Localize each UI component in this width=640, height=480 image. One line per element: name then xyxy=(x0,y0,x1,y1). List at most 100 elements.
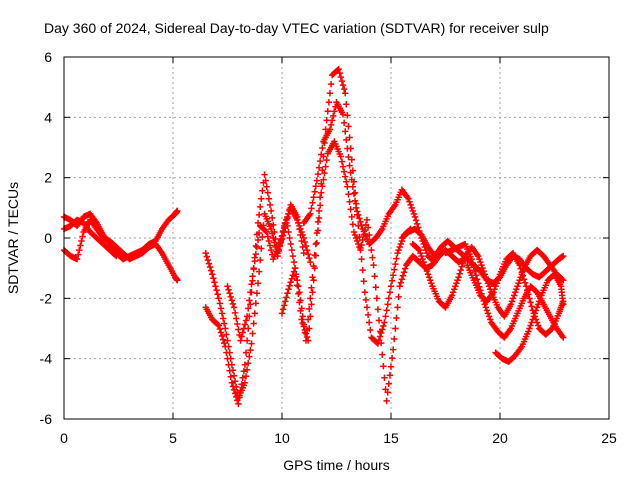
data-point xyxy=(507,301,515,308)
data-point xyxy=(560,252,567,260)
data-point xyxy=(246,353,253,360)
data-point xyxy=(424,271,432,278)
data-point xyxy=(533,319,541,326)
data-point xyxy=(214,291,221,298)
data-point xyxy=(363,304,371,311)
data-point xyxy=(221,320,228,327)
data-point xyxy=(290,268,298,275)
data-point xyxy=(252,250,260,258)
data-point xyxy=(371,273,378,280)
data-point xyxy=(354,237,361,245)
data-point xyxy=(384,301,391,308)
data-point xyxy=(376,328,384,335)
data-point xyxy=(239,374,246,381)
data-point xyxy=(261,171,268,178)
data-point xyxy=(400,268,408,276)
series-arc-5 xyxy=(202,171,307,408)
data-point xyxy=(206,263,214,271)
data-point xyxy=(347,206,354,213)
data-point xyxy=(313,177,321,184)
data-point xyxy=(526,325,533,332)
data-point xyxy=(393,314,400,322)
data-point xyxy=(415,245,422,253)
data-point xyxy=(381,319,388,326)
data-point xyxy=(315,214,323,222)
data-point xyxy=(460,256,468,263)
data-point xyxy=(231,378,239,385)
data-point xyxy=(420,258,427,266)
data-point xyxy=(384,389,391,396)
data-point xyxy=(286,282,293,289)
data-point xyxy=(364,311,372,319)
data-point xyxy=(560,298,567,305)
data-point xyxy=(431,258,438,266)
data-point xyxy=(286,234,293,242)
series-arc-3 xyxy=(60,216,120,260)
data-point xyxy=(475,252,482,260)
data-point xyxy=(238,381,245,388)
data-point xyxy=(423,267,431,275)
data-point xyxy=(320,176,327,183)
data-point xyxy=(348,176,355,183)
data-point xyxy=(425,274,433,281)
data-point xyxy=(237,337,244,344)
data-point xyxy=(416,246,423,254)
data-point xyxy=(346,162,353,169)
data-point xyxy=(257,203,264,211)
data-point xyxy=(393,255,400,262)
data-point xyxy=(248,281,255,288)
data-point xyxy=(419,255,426,263)
data-point xyxy=(391,266,398,273)
data-point xyxy=(308,301,315,308)
data-point xyxy=(458,263,466,270)
data-point xyxy=(280,224,288,232)
data-point xyxy=(401,265,409,272)
data-point xyxy=(527,322,534,329)
data-point xyxy=(252,242,260,250)
data-point xyxy=(300,323,307,330)
data-point xyxy=(307,313,314,320)
data-point xyxy=(394,249,401,257)
data-point xyxy=(345,153,352,161)
x-axis-label: GPS time / hours xyxy=(283,457,390,473)
data-point xyxy=(230,304,238,311)
data-point xyxy=(224,355,231,362)
data-point xyxy=(342,90,349,97)
data-point xyxy=(357,218,364,226)
data-point xyxy=(508,298,516,305)
data-point xyxy=(358,255,365,263)
data-point xyxy=(241,321,249,328)
data-point xyxy=(339,81,347,89)
data-point xyxy=(296,299,303,306)
data-point xyxy=(359,266,366,274)
data-point xyxy=(340,85,348,93)
data-point xyxy=(215,322,222,329)
data-point xyxy=(300,249,307,257)
data-point xyxy=(456,270,463,277)
data-point xyxy=(521,279,529,286)
data-point xyxy=(452,283,459,290)
data-point xyxy=(476,255,483,263)
data-point xyxy=(339,111,347,118)
data-point xyxy=(322,163,329,170)
data-point xyxy=(264,233,272,240)
data-point xyxy=(351,197,359,204)
data-point xyxy=(218,332,226,340)
x-tick-label: 15 xyxy=(383,430,399,446)
data-point xyxy=(314,170,322,178)
data-point xyxy=(398,276,406,283)
data-point xyxy=(314,227,322,234)
data-point xyxy=(377,339,385,347)
data-point xyxy=(262,177,269,184)
data-point xyxy=(478,261,485,269)
data-point xyxy=(243,313,251,320)
y-tick-label: -6 xyxy=(40,411,53,427)
data-point xyxy=(238,333,245,340)
data-point xyxy=(388,277,396,284)
data-point xyxy=(394,304,401,311)
data-point xyxy=(309,274,316,281)
data-point xyxy=(309,199,316,207)
data-point xyxy=(264,189,272,196)
data-point xyxy=(343,178,350,185)
data-point xyxy=(337,73,345,81)
